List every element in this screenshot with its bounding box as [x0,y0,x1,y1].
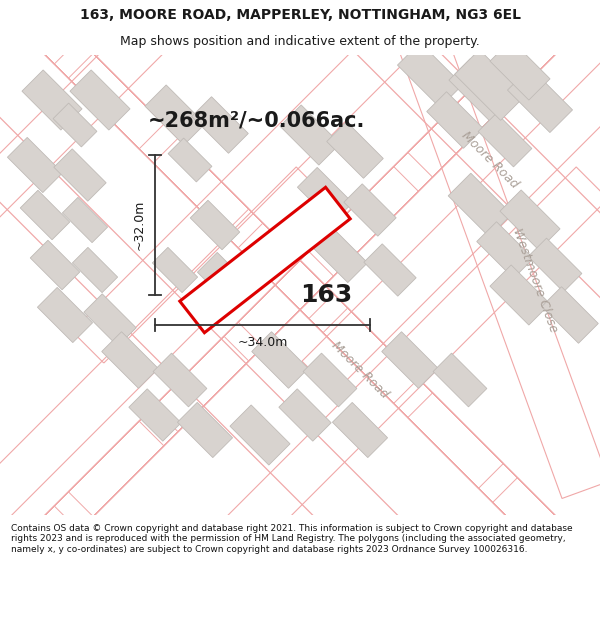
Polygon shape [382,332,438,388]
Text: Moore Road: Moore Road [459,129,521,191]
Polygon shape [7,138,62,192]
Text: Map shows position and indicative extent of the property.: Map shows position and indicative extent… [120,35,480,48]
Polygon shape [192,97,248,153]
Polygon shape [478,113,532,167]
Polygon shape [313,228,368,282]
Polygon shape [344,184,396,236]
Polygon shape [230,405,290,465]
Polygon shape [30,240,80,290]
Polygon shape [37,288,92,342]
Text: ~32.0m: ~32.0m [133,200,146,250]
Text: Moore Road: Moore Road [329,339,391,401]
Polygon shape [500,190,560,250]
Polygon shape [397,42,463,107]
Polygon shape [280,105,340,165]
Polygon shape [542,287,598,343]
Polygon shape [145,85,205,145]
Polygon shape [153,353,207,407]
Polygon shape [197,253,253,308]
Polygon shape [528,238,582,292]
Polygon shape [298,168,353,222]
Polygon shape [252,332,308,388]
Polygon shape [73,248,118,292]
Text: Westmoore Close: Westmoore Close [510,226,560,334]
Polygon shape [62,198,107,242]
Text: Contains OS data © Crown copyright and database right 2021. This information is : Contains OS data © Crown copyright and d… [11,524,572,554]
Polygon shape [53,103,97,147]
Polygon shape [178,402,233,458]
Polygon shape [190,200,240,250]
Polygon shape [102,332,158,388]
Polygon shape [70,70,130,130]
Polygon shape [508,68,572,132]
Polygon shape [180,188,350,332]
Polygon shape [490,40,550,100]
Polygon shape [327,122,383,178]
Text: 163: 163 [300,283,352,307]
Polygon shape [20,190,70,240]
Text: 163, MOORE ROAD, MAPPERLEY, NOTTINGHAM, NG3 6EL: 163, MOORE ROAD, MAPPERLEY, NOTTINGHAM, … [79,8,521,22]
Polygon shape [427,92,483,148]
Polygon shape [279,389,331,441]
Polygon shape [152,248,197,292]
Polygon shape [168,138,212,182]
Polygon shape [332,402,388,458]
Polygon shape [364,244,416,296]
Polygon shape [84,294,136,346]
Polygon shape [129,389,181,441]
Polygon shape [433,353,487,407]
Polygon shape [455,49,526,121]
Text: ~268m²/~0.066ac.: ~268m²/~0.066ac. [148,110,365,130]
Polygon shape [477,222,533,278]
Polygon shape [303,353,357,407]
Polygon shape [449,59,511,121]
Text: ~34.0m: ~34.0m [238,336,287,349]
Polygon shape [448,173,512,237]
Polygon shape [22,70,82,130]
Polygon shape [54,149,106,201]
Polygon shape [490,265,550,325]
